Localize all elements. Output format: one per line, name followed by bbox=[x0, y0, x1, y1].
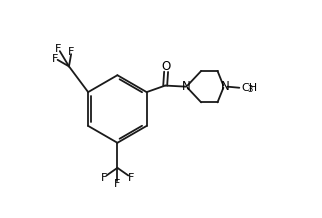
Text: 3: 3 bbox=[248, 85, 253, 94]
Text: F: F bbox=[101, 173, 107, 183]
Text: O: O bbox=[162, 60, 171, 73]
Text: F: F bbox=[52, 54, 59, 64]
Text: F: F bbox=[128, 173, 134, 183]
Text: F: F bbox=[54, 44, 61, 53]
Text: N: N bbox=[182, 80, 190, 93]
Text: CH: CH bbox=[242, 83, 258, 93]
Text: F: F bbox=[114, 179, 120, 189]
Text: N: N bbox=[221, 80, 230, 93]
Text: F: F bbox=[68, 47, 74, 56]
